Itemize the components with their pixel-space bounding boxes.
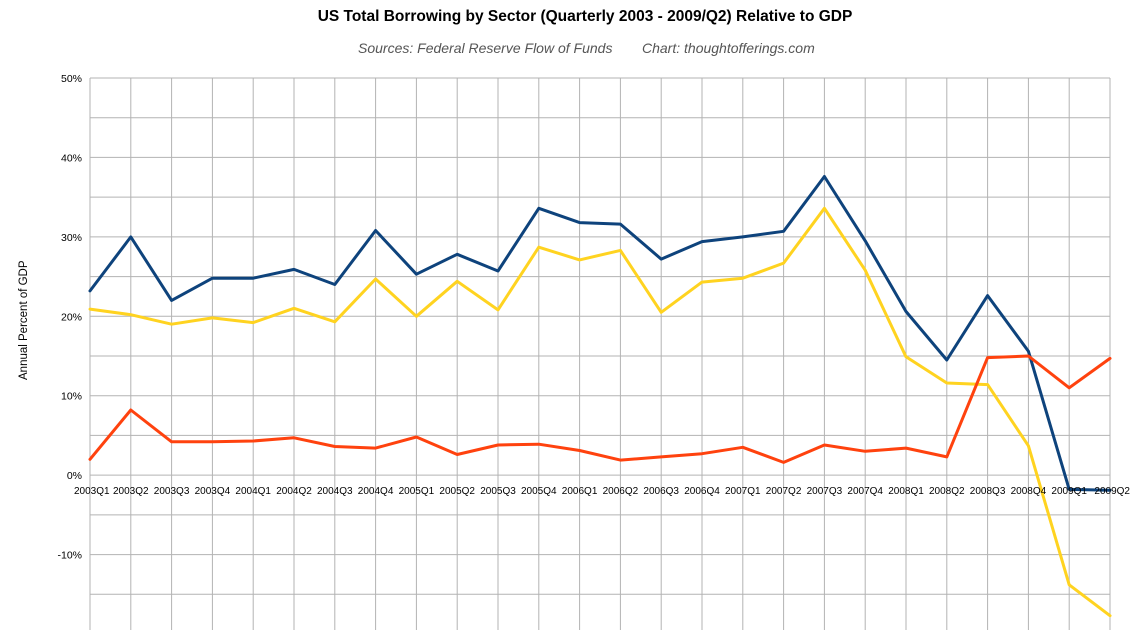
x-tick-label: 2004Q2 — [276, 486, 312, 497]
x-tick-label: 2005Q2 — [439, 486, 475, 497]
series-line — [88, 175, 1112, 492]
series-line — [88, 206, 1112, 618]
x-tick-label: 2004Q4 — [358, 486, 394, 497]
x-tick-label: 2008Q2 — [929, 486, 965, 497]
x-tick-label: 2007Q2 — [766, 486, 802, 497]
chart-title: US Total Borrowing by Sector (Quarterly … — [317, 8, 853, 25]
x-tick-label: 2007Q3 — [807, 486, 843, 497]
y-tick-label: -10% — [57, 550, 82, 562]
chart-sources: Sources: Federal Reserve Flow of Funds — [358, 40, 613, 56]
x-tick-label: 2006Q3 — [643, 486, 679, 497]
y-tick-label: 40% — [61, 152, 82, 164]
x-tick-label: 2006Q2 — [603, 486, 639, 497]
x-tick-label: 2008Q3 — [970, 486, 1006, 497]
x-tick-label: 2005Q1 — [399, 486, 435, 497]
y-tick-label: 0% — [67, 470, 82, 482]
y-tick-label: 50% — [61, 73, 82, 85]
x-tick-label: 2009Q2 — [1094, 486, 1130, 497]
x-tick-label: 2006Q1 — [562, 486, 598, 497]
x-tick-label: 2008Q4 — [1011, 486, 1047, 497]
x-tick-label: 2005Q4 — [521, 486, 557, 497]
x-tick-label: 2003Q1 — [74, 486, 110, 497]
x-tick-label: 2005Q3 — [480, 486, 516, 497]
x-tick-label: 2003Q2 — [113, 486, 149, 497]
x-tick-label: 2004Q3 — [317, 486, 353, 497]
x-tick-label: 2004Q1 — [235, 486, 271, 497]
y-tick-label: 30% — [61, 232, 82, 244]
y-tick-label: 10% — [61, 391, 82, 403]
x-tick-label: 2008Q1 — [888, 486, 924, 497]
x-tick-label: 2003Q4 — [195, 486, 231, 497]
x-tick-label: 2006Q4 — [684, 486, 720, 497]
x-tick-label: 2003Q3 — [154, 486, 190, 497]
x-tick-label: 2007Q4 — [847, 486, 883, 497]
x-tick-label: 2009Q1 — [1051, 486, 1087, 497]
chart-credit: Chart: thoughtofferings.com — [642, 40, 815, 56]
x-tick-label: 2007Q1 — [725, 486, 761, 497]
series-line — [88, 354, 1112, 464]
y-tick-label: 20% — [61, 311, 82, 323]
